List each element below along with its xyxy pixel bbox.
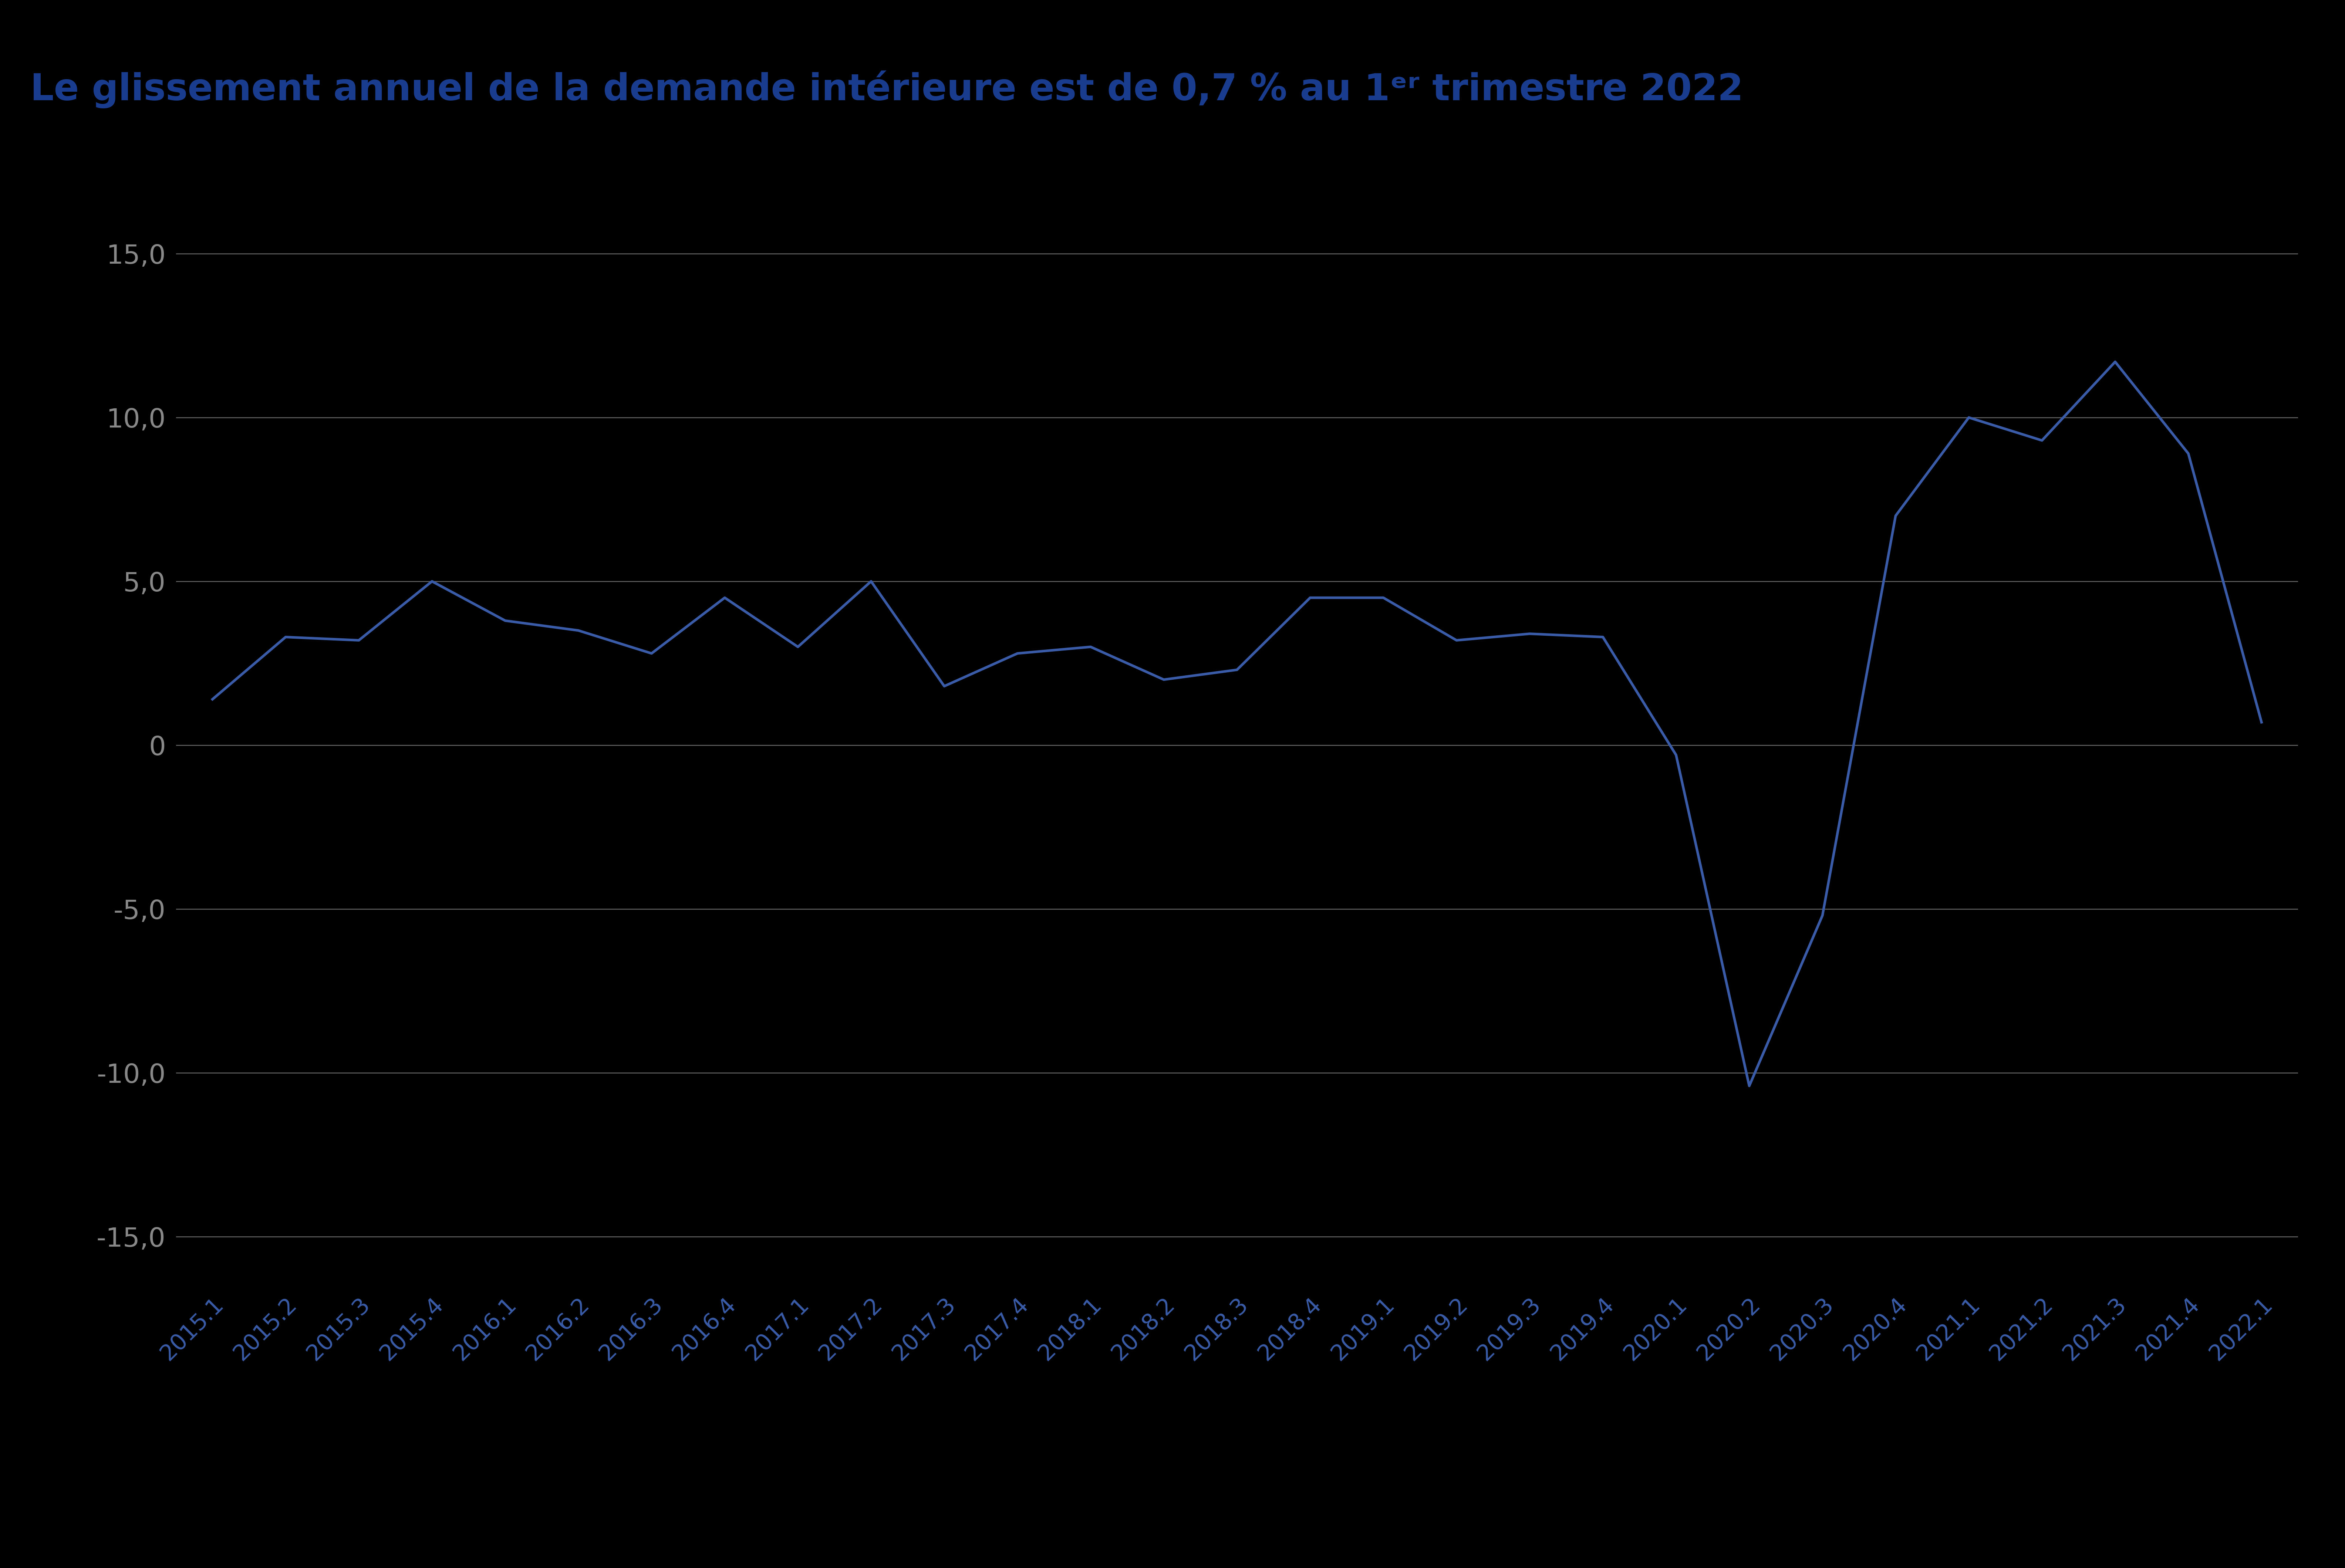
Text: Le glissement annuel de la demande intérieure est de 0,7 % au 1ᵉʳ trimestre 2022: Le glissement annuel de la demande intér… (30, 71, 1745, 108)
